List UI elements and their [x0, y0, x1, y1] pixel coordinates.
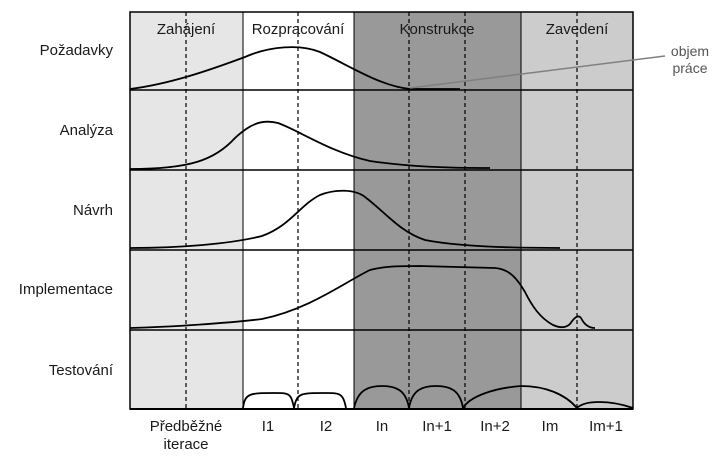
- phase-bg-construction: [354, 12, 521, 409]
- iteration-label-im1: Im+1: [589, 418, 623, 435]
- diagram-border: [129, 11, 634, 410]
- curve-analysis: [129, 120, 491, 170]
- curve-implementation: [129, 265, 596, 329]
- iteration-label-in2: In+2: [480, 418, 510, 435]
- iteration-label-im: Im: [542, 418, 559, 435]
- row-label-requirements: Požadavky: [40, 42, 114, 59]
- curve-testing: [242, 392, 347, 409]
- phase-label-construction: Konstrukce: [399, 21, 474, 38]
- curve-testing-construction: [353, 385, 464, 409]
- annotation-line: [409, 55, 666, 89]
- curve-design: [129, 189, 561, 249]
- row-label-implementation: Implementace: [19, 281, 113, 298]
- row-label-analysis: Analýza: [60, 122, 114, 139]
- curve-testing-transition: [462, 385, 634, 410]
- phase-label-transition: Zavedení: [546, 21, 609, 38]
- iteration-label-i1: I1: [262, 418, 275, 435]
- iteration-label-in1: In+1: [422, 418, 452, 435]
- iteration-separators: [185, 12, 578, 409]
- phase-label-elaboration: Rozpracování: [252, 21, 345, 38]
- curve-requirements: [129, 46, 460, 90]
- workload-curves: [129, 46, 634, 410]
- iteration-label-i2: I2: [320, 418, 333, 435]
- phase-label-inception: Zahájení: [157, 21, 216, 38]
- row-label-design: Návrh: [73, 202, 113, 219]
- phase-separators: [242, 12, 522, 409]
- iteration-label-in: In: [376, 418, 389, 435]
- iteration-label-preliminary: Předběžné: [150, 418, 223, 435]
- annotation-label-line2: práce: [672, 60, 707, 76]
- row-label-testing: Testování: [49, 362, 114, 379]
- iteration-label-preliminary-2: iterace: [163, 436, 208, 453]
- annotation-label-line1: objem: [671, 43, 709, 59]
